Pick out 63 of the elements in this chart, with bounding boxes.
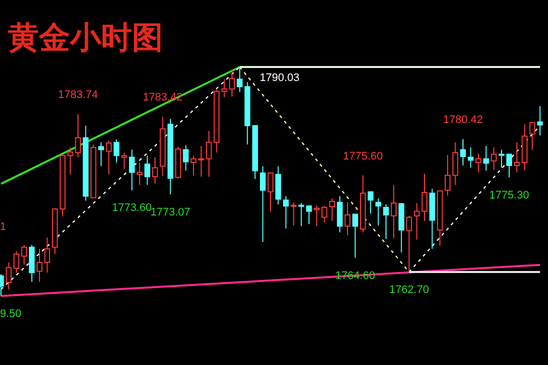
candlestick bbox=[406, 215, 412, 272]
candlestick bbox=[468, 146, 474, 168]
annotation: 1775.30 bbox=[489, 189, 530, 202]
candlestick bbox=[6, 262, 12, 290]
annotation: 1762.70 bbox=[389, 284, 429, 296]
candlestick bbox=[352, 214, 358, 258]
candlestick bbox=[190, 155, 196, 176]
candlestick bbox=[460, 138, 466, 166]
candlestick bbox=[221, 78, 228, 98]
candlestick bbox=[383, 204, 389, 240]
candlestick bbox=[506, 153, 512, 178]
candlestick bbox=[114, 138, 120, 163]
annotation: 9.50 bbox=[0, 308, 22, 320]
candlestick bbox=[136, 162, 142, 186]
candlestick bbox=[283, 196, 289, 229]
candlestick bbox=[21, 244, 27, 265]
candlestick bbox=[236, 66, 243, 92]
candlestick bbox=[329, 198, 335, 222]
annotation: 1 bbox=[0, 220, 6, 233]
annotation: 1775.60 bbox=[343, 150, 383, 162]
annotation: 1773.07 bbox=[150, 206, 190, 218]
candlestick bbox=[268, 172, 274, 212]
candlestick bbox=[260, 166, 266, 242]
candlestick bbox=[483, 146, 489, 172]
candlestick bbox=[106, 140, 112, 175]
candlestick bbox=[182, 144, 189, 172]
candlestick bbox=[390, 184, 397, 239]
candlestick bbox=[375, 198, 382, 226]
candlestick bbox=[67, 146, 74, 175]
annotation: 1780.42 bbox=[443, 114, 483, 126]
candlestick bbox=[229, 69, 235, 98]
candlestick bbox=[290, 202, 296, 226]
candlestick bbox=[490, 146, 497, 171]
candlestick bbox=[498, 149, 504, 168]
candlestick bbox=[476, 153, 482, 173]
candlestick bbox=[206, 130, 212, 178]
candlestick bbox=[144, 155, 150, 186]
candlestick bbox=[306, 204, 312, 225]
annotation: 1783.74 bbox=[58, 89, 98, 102]
candlestick bbox=[14, 250, 20, 274]
candlestick bbox=[98, 142, 104, 167]
annotation: 1773.60 bbox=[112, 202, 152, 214]
candlestick bbox=[529, 122, 536, 150]
candlestick bbox=[36, 248, 42, 282]
candlestick bbox=[514, 142, 520, 173]
candlestick bbox=[422, 173, 428, 222]
candlestick bbox=[298, 202, 304, 227]
candlestick bbox=[129, 149, 135, 191]
title: 黄金小时图 bbox=[8, 20, 163, 56]
candlestick bbox=[537, 106, 543, 136]
candlestick bbox=[452, 142, 458, 186]
candlestick bbox=[344, 202, 350, 236]
candlestick bbox=[368, 191, 374, 214]
candlestick bbox=[75, 114, 81, 158]
candlestick bbox=[198, 146, 204, 178]
candlestick bbox=[322, 206, 328, 223]
candlestick bbox=[414, 202, 420, 240]
candlestick bbox=[44, 237, 50, 274]
candlestick bbox=[336, 196, 343, 233]
annotation: 1790.03 bbox=[260, 72, 300, 84]
candlestick bbox=[121, 152, 128, 170]
candlestick bbox=[152, 156, 158, 184]
candlestick bbox=[444, 154, 450, 196]
